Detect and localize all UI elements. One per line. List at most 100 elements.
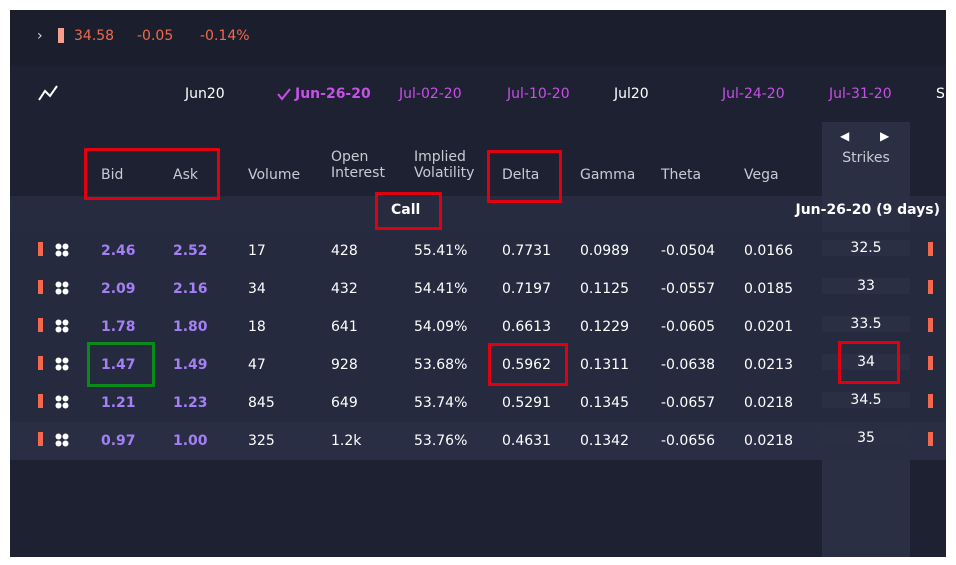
cell: 0.5962 (502, 357, 551, 373)
cell: 0.6613 (502, 319, 551, 335)
cell: 641 (331, 319, 358, 335)
column-header[interactable]: Gamma (580, 167, 636, 183)
cell: -0.0638 (661, 357, 716, 373)
cell[interactable]: 1.78 (101, 319, 136, 335)
cell: 0.1125 (580, 281, 629, 297)
strike: 33 (822, 278, 910, 294)
grid-icon[interactable] (55, 242, 69, 261)
call-flag[interactable] (38, 394, 43, 408)
put-flag[interactable] (928, 356, 933, 370)
cell: 0.1311 (580, 357, 629, 373)
expiry-tab[interactable]: Jun20 (185, 86, 225, 102)
expiry-label: Jun-26-20 (9 days) (795, 202, 940, 218)
cell: 53.68% (414, 357, 468, 373)
chart-icon[interactable] (37, 83, 59, 103)
cell[interactable]: 1.47 (101, 357, 136, 373)
cell[interactable]: 1.23 (173, 395, 208, 411)
cell[interactable]: 2.16 (173, 281, 208, 297)
cell: 17 (248, 243, 266, 259)
cell: 54.09% (414, 319, 468, 335)
cell: 845 (248, 395, 275, 411)
expiry-tab[interactable]: Jun-26-20 (295, 86, 371, 102)
cell[interactable]: 1.21 (101, 395, 136, 411)
cell: 428 (331, 243, 358, 259)
call-flag[interactable] (38, 432, 43, 446)
column-header[interactable]: Theta (661, 167, 702, 183)
column-header[interactable]: Open Interest (331, 149, 385, 181)
row-bg (10, 346, 946, 384)
cell: 325 (248, 433, 275, 449)
row-bg (10, 308, 946, 346)
cell[interactable]: 2.46 (101, 243, 136, 259)
grid-icon[interactable] (55, 432, 69, 451)
expiry-tab[interactable]: Jul20 (614, 86, 649, 102)
call-flag[interactable] (38, 356, 43, 370)
highlight-delta-value (488, 343, 568, 386)
expand-arrow[interactable]: › (37, 28, 43, 44)
highlight-bid-ask (84, 148, 220, 200)
cell: 0.1345 (580, 395, 629, 411)
cell: 0.1229 (580, 319, 629, 335)
cell: 55.41% (414, 243, 468, 259)
cell[interactable]: 2.52 (173, 243, 208, 259)
cell: 18 (248, 319, 266, 335)
cell[interactable]: 2.09 (101, 281, 136, 297)
column-header[interactable]: Ask (173, 167, 198, 183)
column-header[interactable]: Volume (248, 167, 301, 183)
side-label: Call (391, 202, 421, 218)
put-flag[interactable] (928, 432, 933, 446)
grid-icon[interactable] (55, 318, 69, 337)
cell: 53.76% (414, 433, 468, 449)
grid-icon[interactable] (55, 280, 69, 299)
row-bg (10, 270, 946, 308)
expiry-tab[interactable]: S (936, 86, 945, 102)
strike: 32.5 (822, 240, 910, 256)
put-flag[interactable] (928, 280, 933, 294)
column-header[interactable]: Vega (744, 167, 779, 183)
cell: 1.2k (331, 433, 362, 449)
call-band (10, 196, 946, 232)
cell: 47 (248, 357, 266, 373)
percent-change: -0.14% (200, 28, 250, 44)
highlight-delta-header (487, 150, 562, 203)
cell: -0.0656 (661, 433, 716, 449)
expiry-tab[interactable]: Jul-24-20 (722, 86, 785, 102)
grid-icon[interactable] (55, 394, 69, 413)
strikes-header: Strikes (842, 150, 890, 166)
cell: 0.0213 (744, 357, 793, 373)
quote-bar (10, 10, 946, 66)
cell: 0.5291 (502, 395, 551, 411)
prev-arrow[interactable]: ◀ (840, 129, 850, 143)
cell[interactable]: 1.80 (173, 319, 208, 335)
cell[interactable]: 0.97 (101, 433, 136, 449)
cell: -0.0557 (661, 281, 716, 297)
row-bg (10, 384, 946, 422)
next-arrow[interactable]: ▶ (880, 129, 890, 143)
put-flag[interactable] (928, 242, 933, 256)
column-header[interactable]: Bid (101, 167, 124, 183)
put-flag[interactable] (928, 318, 933, 332)
highlight-call (375, 192, 442, 230)
cell: 0.4631 (502, 433, 551, 449)
expiry-tab[interactable]: Jul-31-20 (829, 86, 892, 102)
price: 34.58 (74, 28, 115, 44)
cell: -0.0605 (661, 319, 716, 335)
change: -0.05 (137, 28, 174, 44)
strike: 33.5 (822, 316, 910, 332)
cell[interactable]: 1.49 (173, 357, 208, 373)
column-header[interactable]: Delta (502, 167, 540, 183)
call-flag[interactable] (38, 242, 43, 256)
put-flag[interactable] (928, 394, 933, 408)
call-flag[interactable] (38, 318, 43, 332)
grid-icon[interactable] (55, 356, 69, 375)
expiry-tab[interactable]: Jul-10-20 (507, 86, 570, 102)
cell: 0.1342 (580, 433, 629, 449)
row-bg (10, 232, 946, 270)
highlight-bid (87, 342, 155, 387)
expiry-tab[interactable]: Jul-02-20 (399, 86, 462, 102)
column-header[interactable]: Implied Volatility (414, 149, 475, 181)
cell: 34 (248, 281, 266, 297)
cell: 0.0166 (744, 243, 793, 259)
cell[interactable]: 1.00 (173, 433, 208, 449)
call-flag[interactable] (38, 280, 43, 294)
